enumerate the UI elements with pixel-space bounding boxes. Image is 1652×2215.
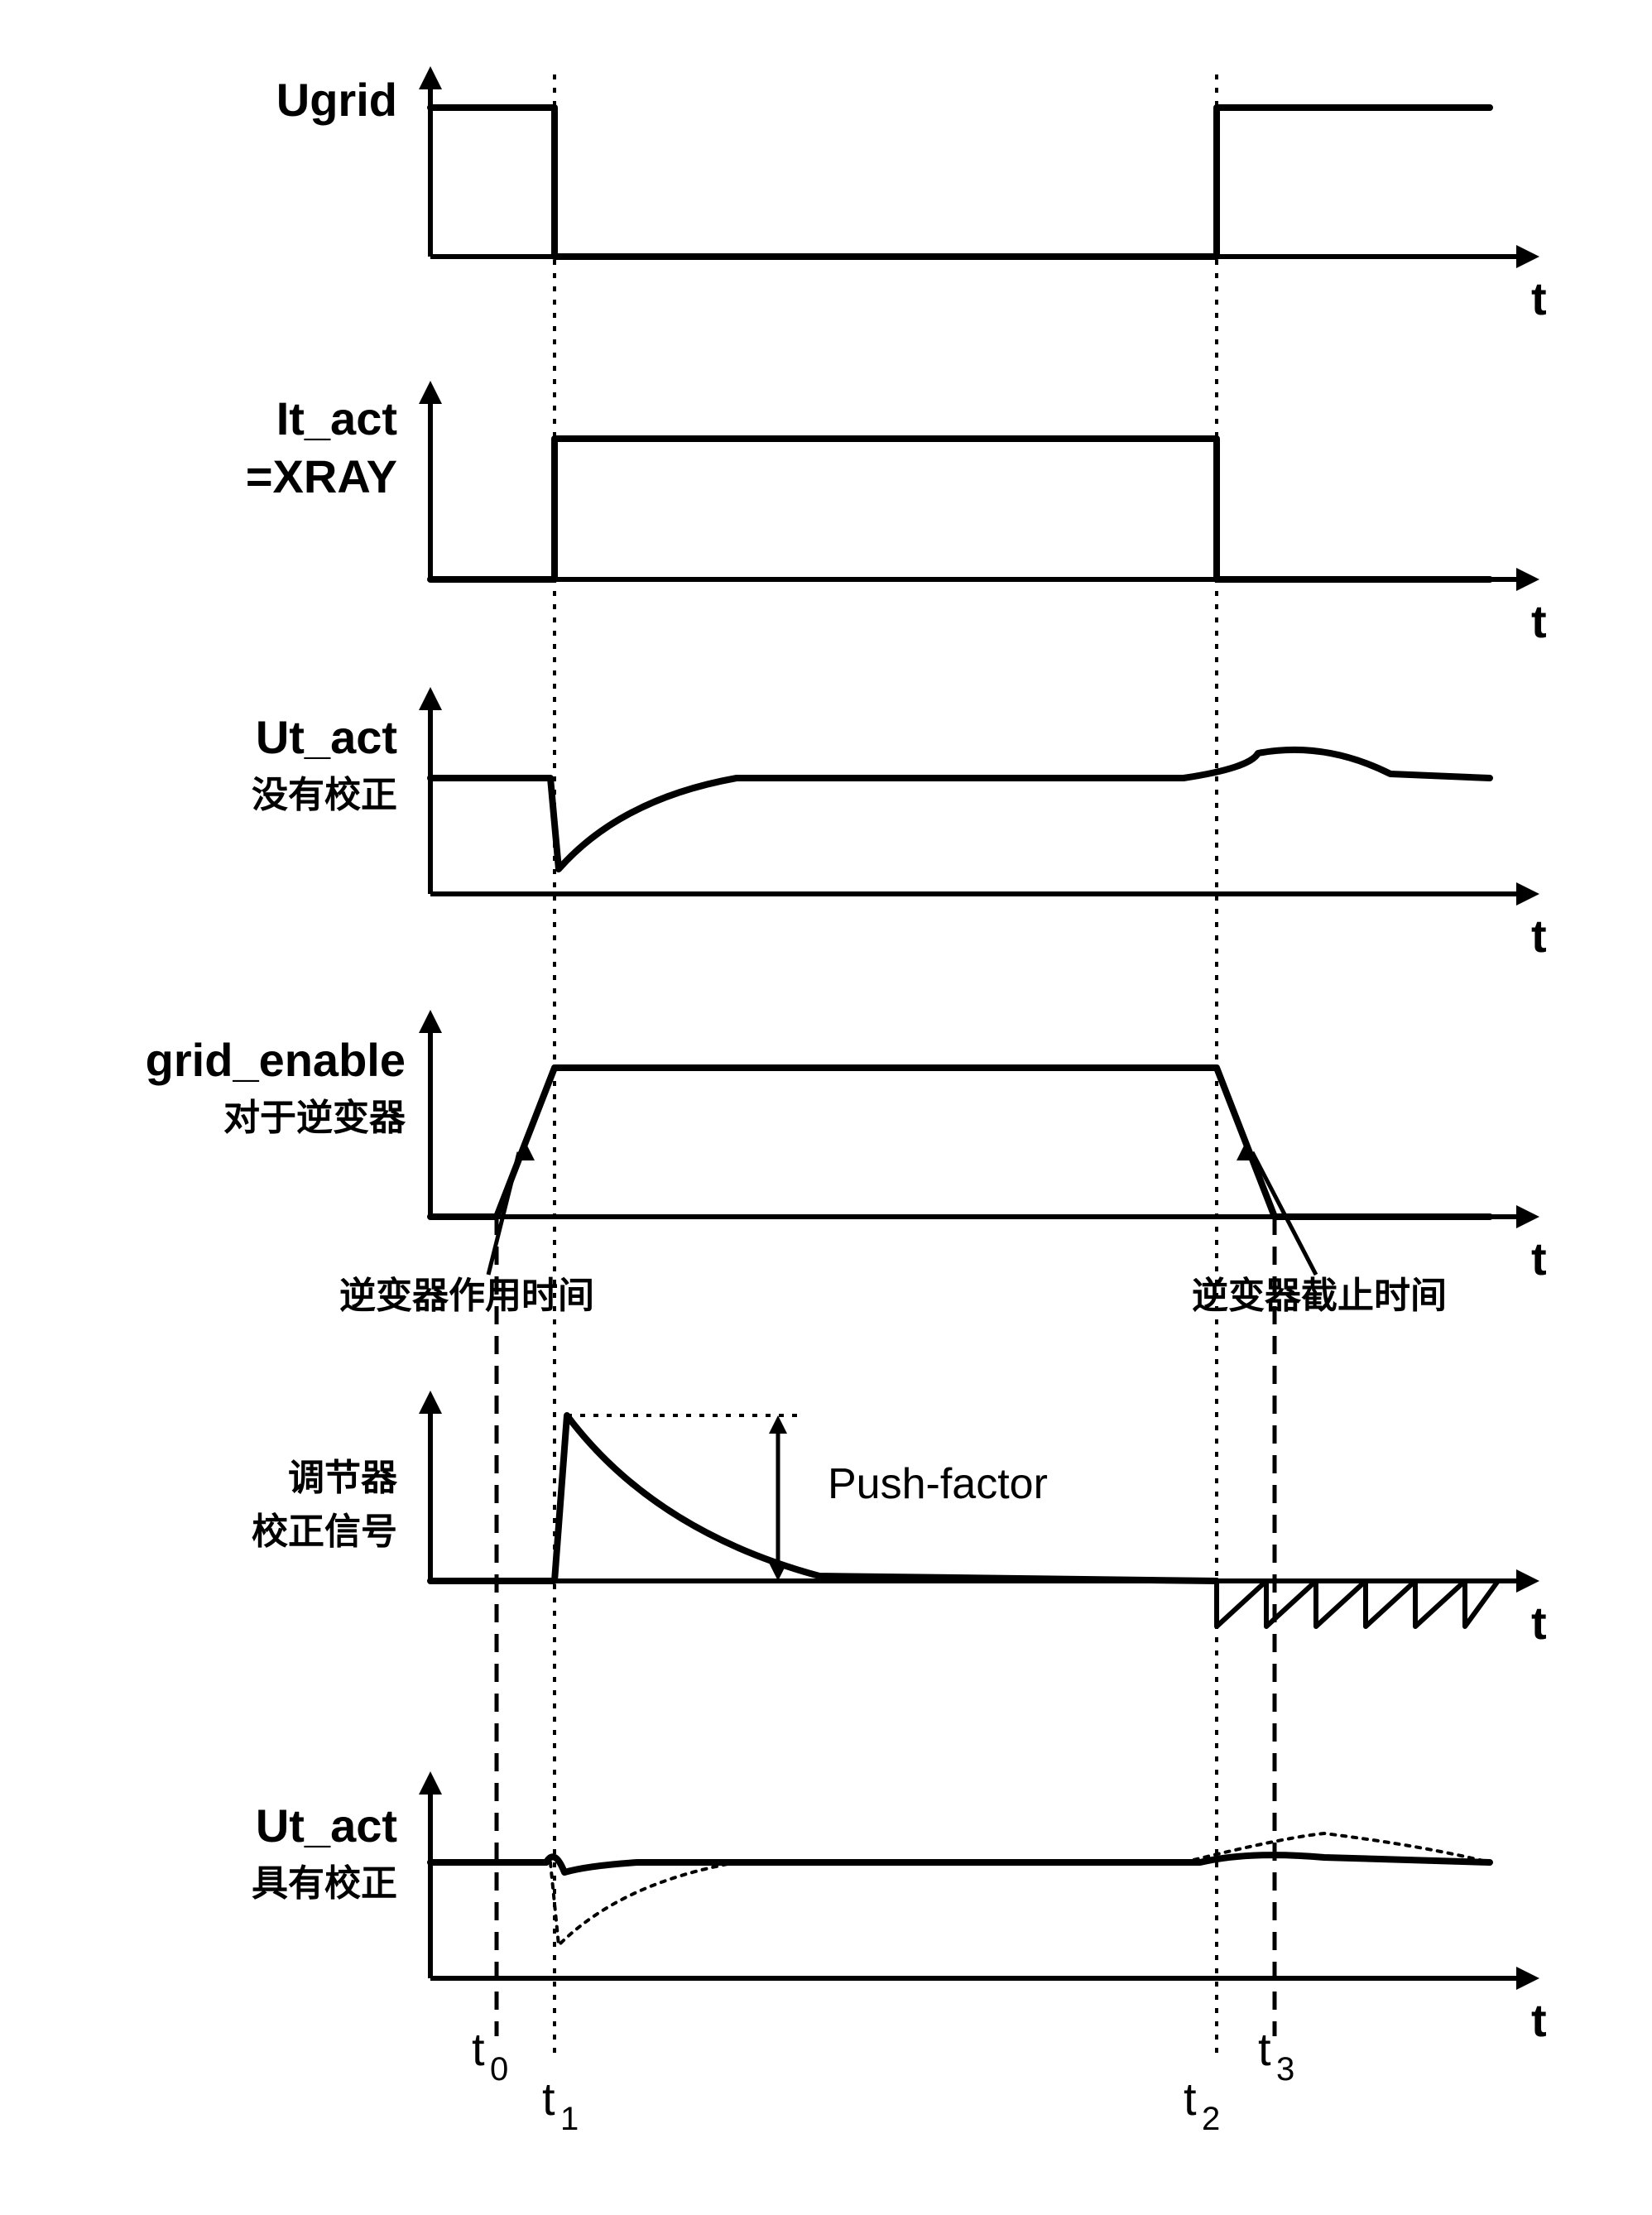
- svg-text:1: 1: [560, 2101, 579, 2137]
- svg-text:=XRAY: =XRAY: [246, 450, 397, 502]
- svg-text:t: t: [1258, 2023, 1271, 2075]
- svg-text:0: 0: [490, 2051, 508, 2088]
- svg-text:t: t: [1531, 595, 1547, 647]
- svg-text:t: t: [1184, 2073, 1197, 2125]
- svg-text:对于逆变器: 对于逆变器: [223, 1098, 406, 1138]
- svg-text:t: t: [542, 2073, 555, 2125]
- svg-text:2: 2: [1202, 2101, 1220, 2137]
- svg-text:Push-factor: Push-factor: [828, 1460, 1048, 1508]
- svg-text:t: t: [1531, 1232, 1547, 1285]
- svg-text:t: t: [1531, 1994, 1547, 2046]
- svg-text:校正信号: 校正信号: [252, 1511, 397, 1552]
- svg-text:Ugrid: Ugrid: [276, 74, 397, 126]
- svg-text:调节器: 调节器: [288, 1458, 398, 1498]
- svg-text:It_act: It_act: [276, 392, 397, 444]
- timing-diagram: Ugrid t It_act =XRAY t Ut_act 没有校正 t grid_enable…: [0, 0, 1652, 2215]
- svg-text:t: t: [1531, 910, 1547, 962]
- svg-text:Ut_act: Ut_act: [256, 1799, 397, 1852]
- svg-text:逆变器截止时间: 逆变器截止时间: [1192, 1276, 1447, 1316]
- svg-text:t: t: [472, 2023, 485, 2075]
- svg-text:具有校正: 具有校正: [252, 1863, 397, 1904]
- svg-text:t: t: [1531, 272, 1547, 324]
- svg-text:t: t: [1531, 1597, 1547, 1649]
- svg-text:没有校正: 没有校正: [252, 775, 397, 815]
- svg-text:3: 3: [1276, 2051, 1294, 2088]
- svg-text:grid_enable: grid_enable: [146, 1034, 406, 1086]
- svg-text:Ut_act: Ut_act: [256, 711, 397, 763]
- diagram-svg: Ugrid t It_act =XRAY t Ut_act 没有校正 t grid_enable…: [0, 0, 1652, 2215]
